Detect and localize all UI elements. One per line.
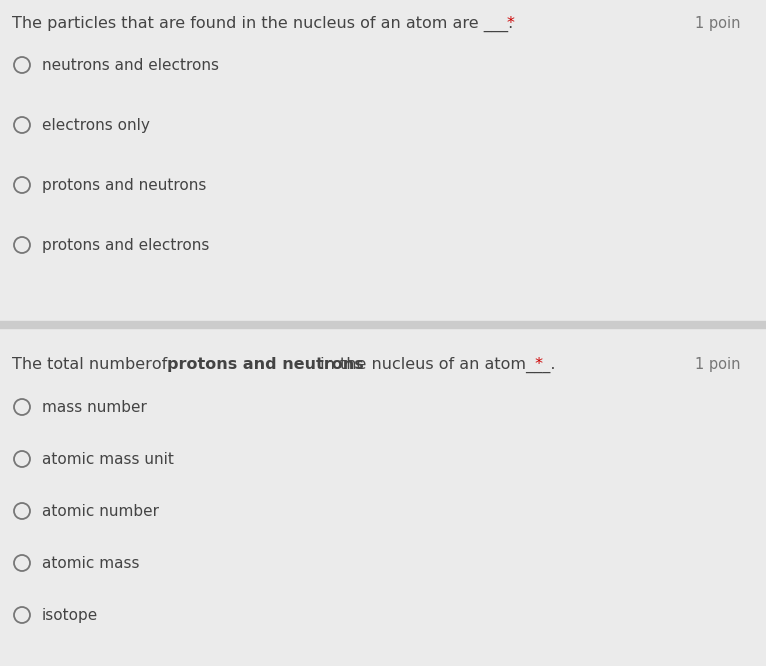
- Text: atomic mass unit: atomic mass unit: [42, 452, 174, 467]
- Text: electrons only: electrons only: [42, 118, 150, 133]
- Text: *: *: [530, 357, 543, 372]
- Text: *: *: [507, 16, 515, 31]
- Text: protons and neutrons: protons and neutrons: [42, 178, 206, 193]
- Text: The total number​of: The total number​of: [12, 357, 172, 372]
- Text: protons and electrons: protons and electrons: [42, 238, 209, 253]
- Text: protons and neutrons: protons and neutrons: [167, 357, 364, 372]
- Text: mass number: mass number: [42, 400, 147, 415]
- Text: isotope: isotope: [42, 608, 98, 623]
- Text: neutrons and electrons: neutrons and electrons: [42, 58, 219, 73]
- Text: 1 poin: 1 poin: [695, 16, 741, 31]
- Text: atomic mass: atomic mass: [42, 556, 139, 571]
- Text: The particles that are found in the nucleus of an atom are ___.: The particles that are found in the nucl…: [12, 16, 513, 32]
- Text: 1 poin: 1 poin: [695, 357, 741, 372]
- Text: atomic number: atomic number: [42, 504, 159, 519]
- Text: in the nucleus of an atom___.: in the nucleus of an atom___.: [315, 357, 555, 373]
